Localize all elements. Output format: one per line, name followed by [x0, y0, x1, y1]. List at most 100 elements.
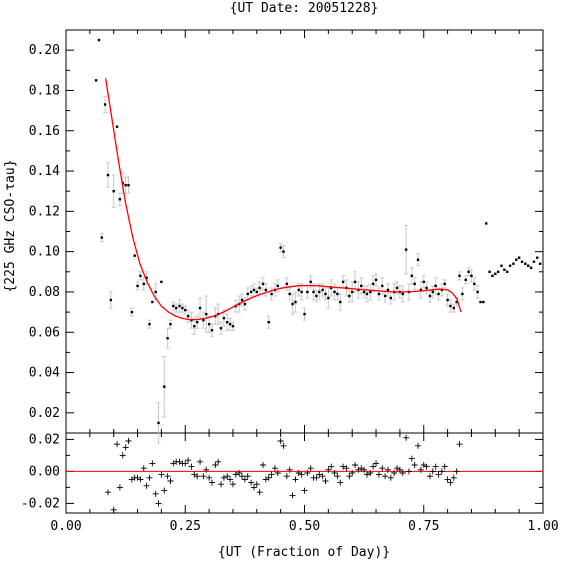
- main-plot-frame: [65, 29, 544, 434]
- data-point: [524, 262, 527, 265]
- data-point: [151, 300, 154, 304]
- data-point: [529, 266, 533, 269]
- data-point: [276, 284, 279, 288]
- data-point: [324, 292, 327, 296]
- data-point: [538, 262, 542, 265]
- residual-point: [415, 442, 422, 449]
- data-point: [365, 292, 369, 296]
- residual-point: [403, 434, 410, 441]
- data-point: [186, 314, 190, 318]
- data-point: [249, 290, 253, 294]
- residual-point: [185, 457, 192, 464]
- data-point: [136, 284, 139, 288]
- data-point: [228, 322, 232, 326]
- data-point: [446, 298, 449, 302]
- data-point: [327, 296, 330, 300]
- data-point: [94, 79, 98, 82]
- residual-point: [218, 481, 225, 488]
- residual-point: [450, 474, 457, 481]
- residual-point: [236, 470, 243, 476]
- data-point: [193, 325, 196, 328]
- residual-point: [283, 473, 290, 480]
- data-point: [464, 278, 467, 282]
- data-point: [419, 288, 423, 292]
- data-point: [145, 276, 148, 280]
- y-axis-label: {225 GHz CSO-τau}: [3, 159, 18, 292]
- residual-point: [367, 470, 374, 476]
- residual-point: [206, 474, 213, 481]
- data-point: [508, 264, 512, 267]
- data-point: [476, 290, 479, 294]
- data-point: [383, 294, 387, 298]
- residual-point: [432, 463, 439, 470]
- data-point: [288, 292, 291, 296]
- data-point: [374, 278, 378, 282]
- x-axis-label: {UT (Fraction of Day)}: [218, 545, 390, 560]
- residual-point: [408, 455, 415, 462]
- residual-point: [149, 460, 156, 467]
- y-tick-label: 0.00: [29, 464, 60, 479]
- y-tick-label: 0.12: [29, 204, 60, 219]
- data-point: [422, 280, 425, 284]
- residual-point: [167, 478, 174, 484]
- data-point: [166, 337, 169, 340]
- residual-point: [260, 462, 267, 468]
- x-tick-label: 0.50: [289, 519, 320, 534]
- residual-point: [373, 460, 380, 467]
- data-point: [139, 274, 142, 278]
- residual-point: [114, 441, 121, 448]
- residual-point: [441, 463, 448, 470]
- data-point: [309, 280, 312, 284]
- y-tick-label: 0.20: [29, 43, 60, 58]
- data-points: [94, 38, 542, 425]
- data-point: [473, 282, 476, 286]
- residual-point: [379, 465, 386, 472]
- residual-point: [125, 438, 132, 444]
- data-point: [312, 290, 315, 294]
- residual-point: [322, 478, 329, 484]
- residual-point: [328, 463, 335, 470]
- data-point: [205, 312, 208, 316]
- residual-point: [301, 487, 308, 494]
- data-point: [297, 288, 300, 292]
- residual-point: [265, 474, 272, 481]
- residual-point: [244, 473, 251, 480]
- data-point: [315, 294, 318, 298]
- data-point: [219, 327, 223, 330]
- residual-point: [229, 481, 236, 488]
- data-point: [386, 288, 390, 292]
- residual-point: [241, 476, 248, 483]
- residual-point: [212, 462, 219, 468]
- data-point: [195, 320, 199, 324]
- residual-point: [110, 506, 117, 513]
- data-point: [371, 282, 375, 286]
- data-point: [437, 292, 440, 296]
- y-tick-label: 0.02: [29, 406, 60, 421]
- data-point: [506, 270, 509, 273]
- data-point: [532, 260, 536, 263]
- residual-point: [188, 463, 195, 470]
- residual-point: [361, 466, 368, 473]
- residual-point: [420, 462, 427, 468]
- y-tick-label: 0.06: [29, 325, 60, 340]
- residual-point: [116, 484, 123, 491]
- data-point: [520, 260, 524, 263]
- x-tick-labels: 0.00 0.25 0.50 0.75 1.00: [50, 519, 558, 534]
- residual-point: [423, 463, 430, 470]
- residual-point: [256, 489, 263, 496]
- residual-y-tick-labels: 0.02 0.00 -0.02: [21, 432, 60, 511]
- residual-point: [417, 466, 424, 473]
- data-point: [494, 272, 497, 276]
- data-point: [395, 286, 399, 290]
- x-tick-label: 0.00: [50, 519, 81, 534]
- residual-point: [396, 466, 403, 473]
- residual-point: [384, 466, 391, 473]
- residual-point: [248, 479, 255, 486]
- residual-point: [426, 473, 433, 480]
- data-point: [336, 292, 339, 296]
- data-point: [413, 282, 416, 286]
- data-point: [389, 296, 393, 300]
- residual-point: [349, 470, 356, 476]
- residual-points: [104, 434, 463, 513]
- data-point: [330, 286, 333, 290]
